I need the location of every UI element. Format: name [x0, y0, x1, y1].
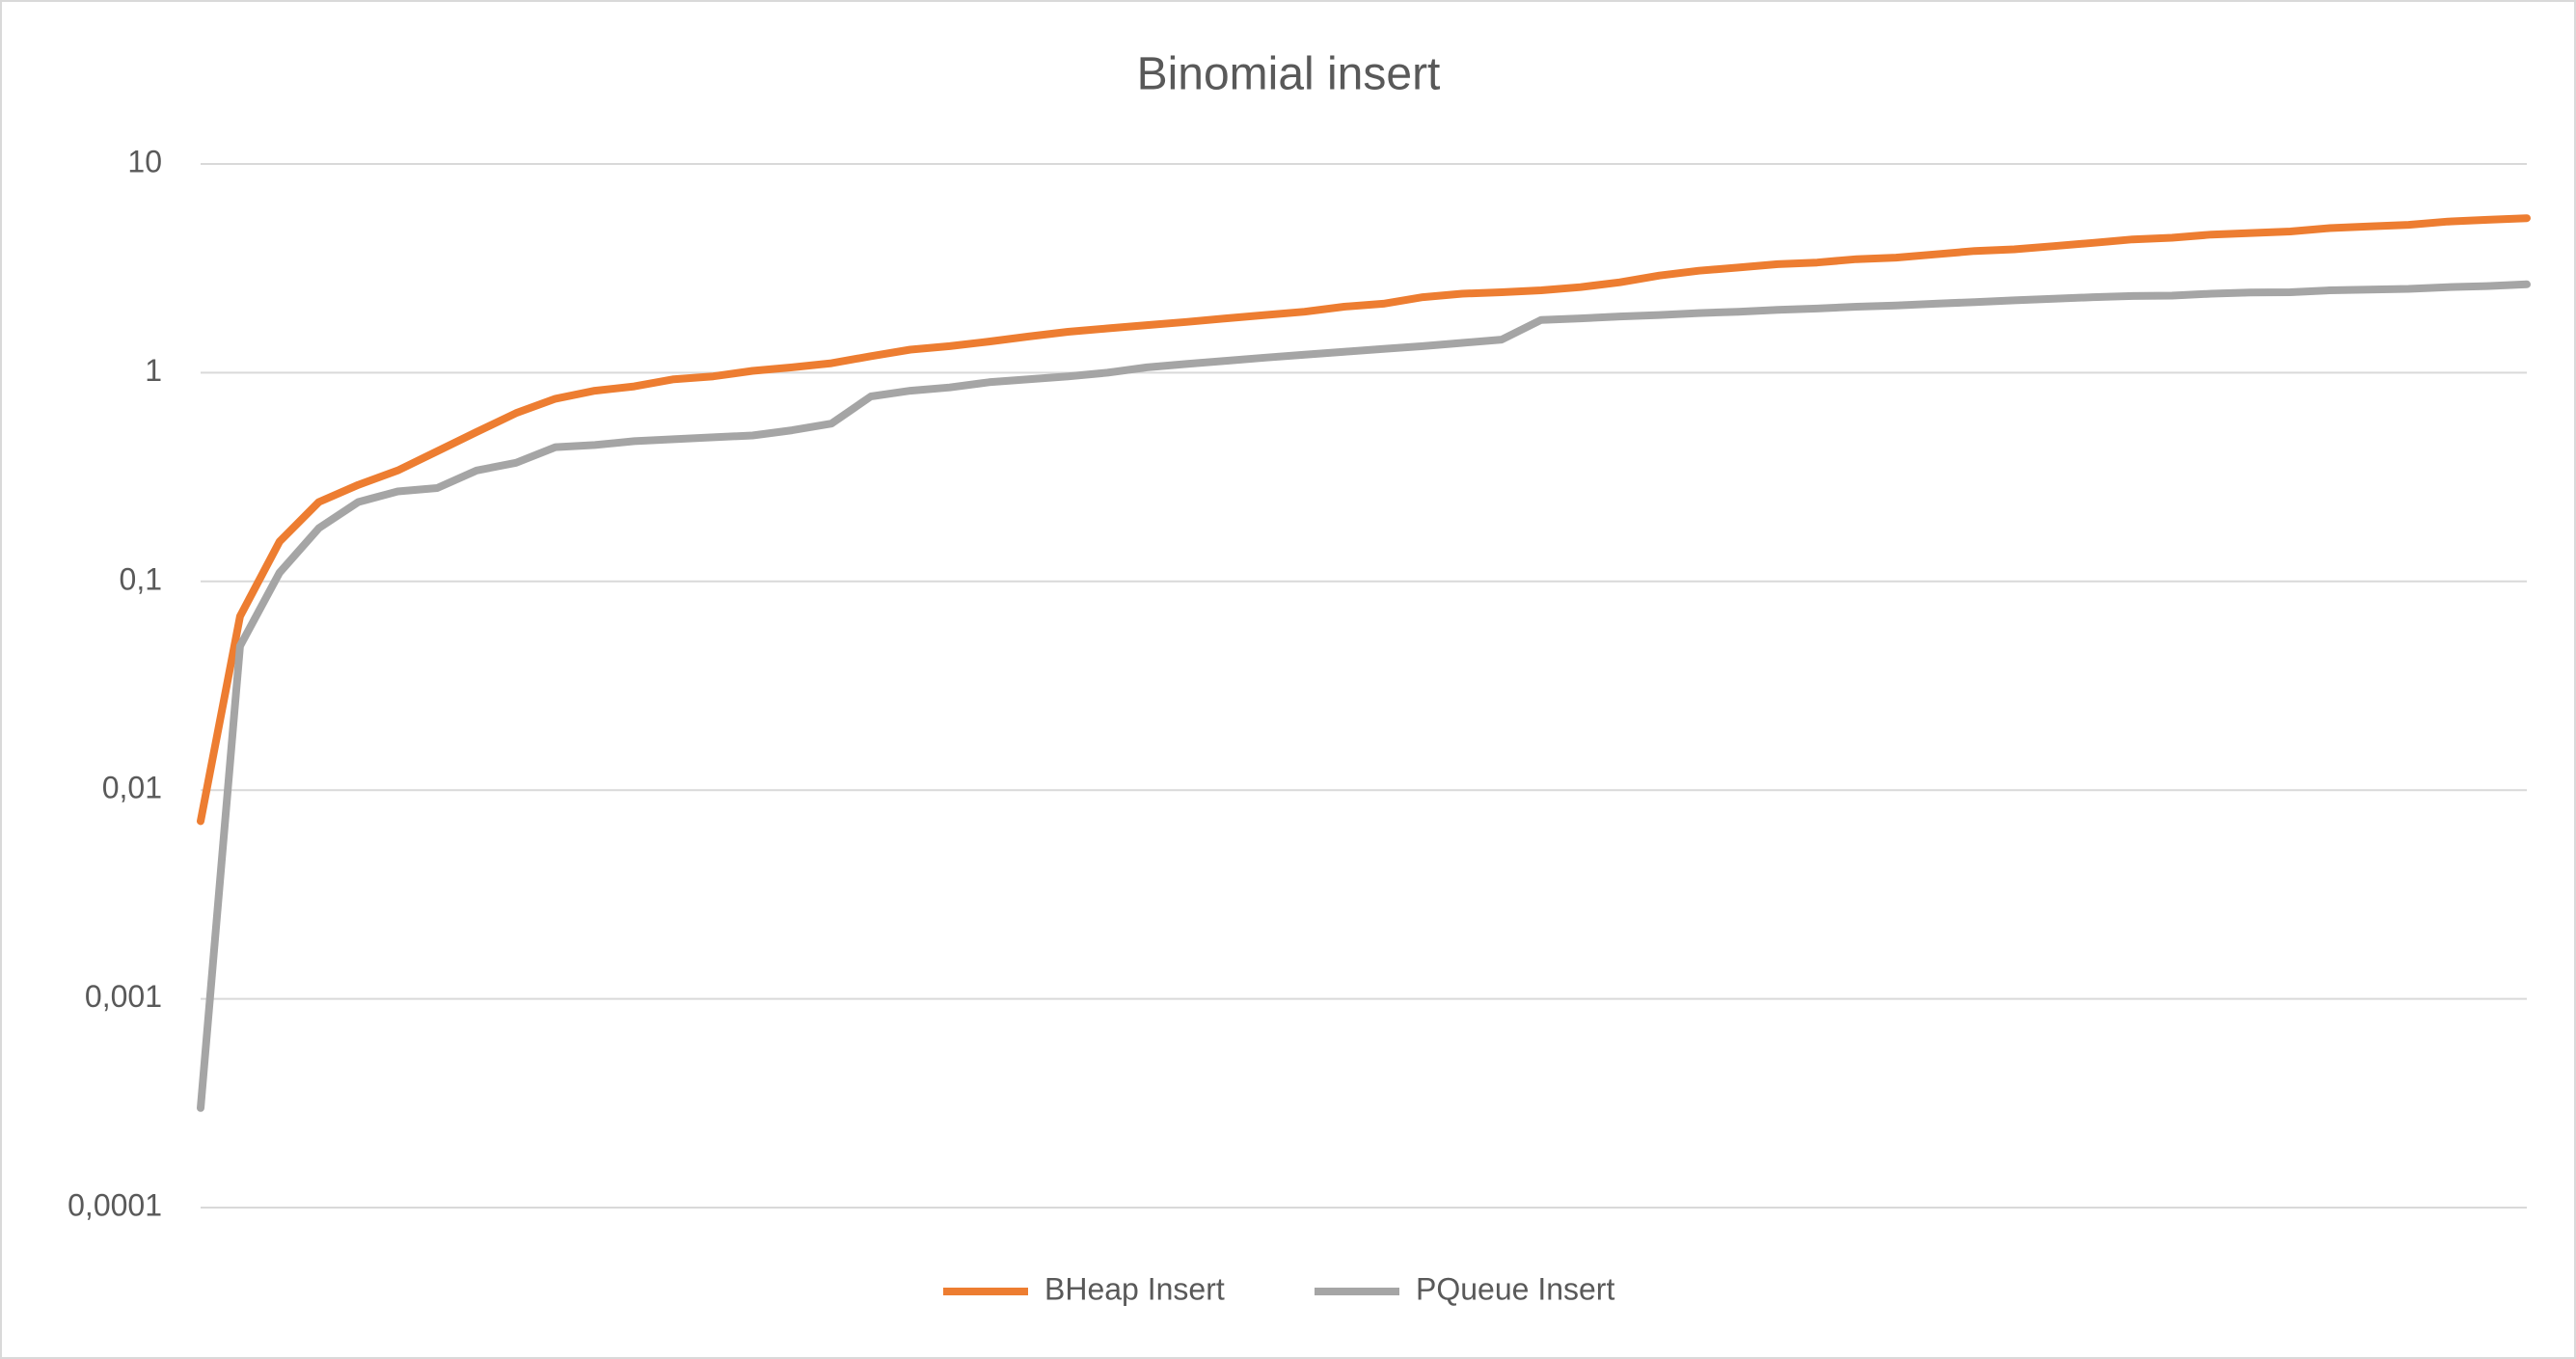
- y-tick-label: 0,001: [85, 979, 162, 1014]
- series-line: [197, 280, 2531, 1112]
- legend-label: BHeap Insert: [1044, 1271, 1225, 1306]
- y-tick-label: 0,0001: [68, 1187, 162, 1222]
- y-tick-label: 0,1: [120, 561, 162, 596]
- chart-title: Binomial insert: [1137, 49, 1441, 100]
- y-tick-label: 10: [127, 144, 162, 178]
- y-tick-label: 0,01: [102, 771, 162, 805]
- y-tick-label: 1: [145, 353, 162, 388]
- series-line: [197, 214, 2531, 826]
- legend-label: PQueue Insert: [1416, 1271, 1614, 1306]
